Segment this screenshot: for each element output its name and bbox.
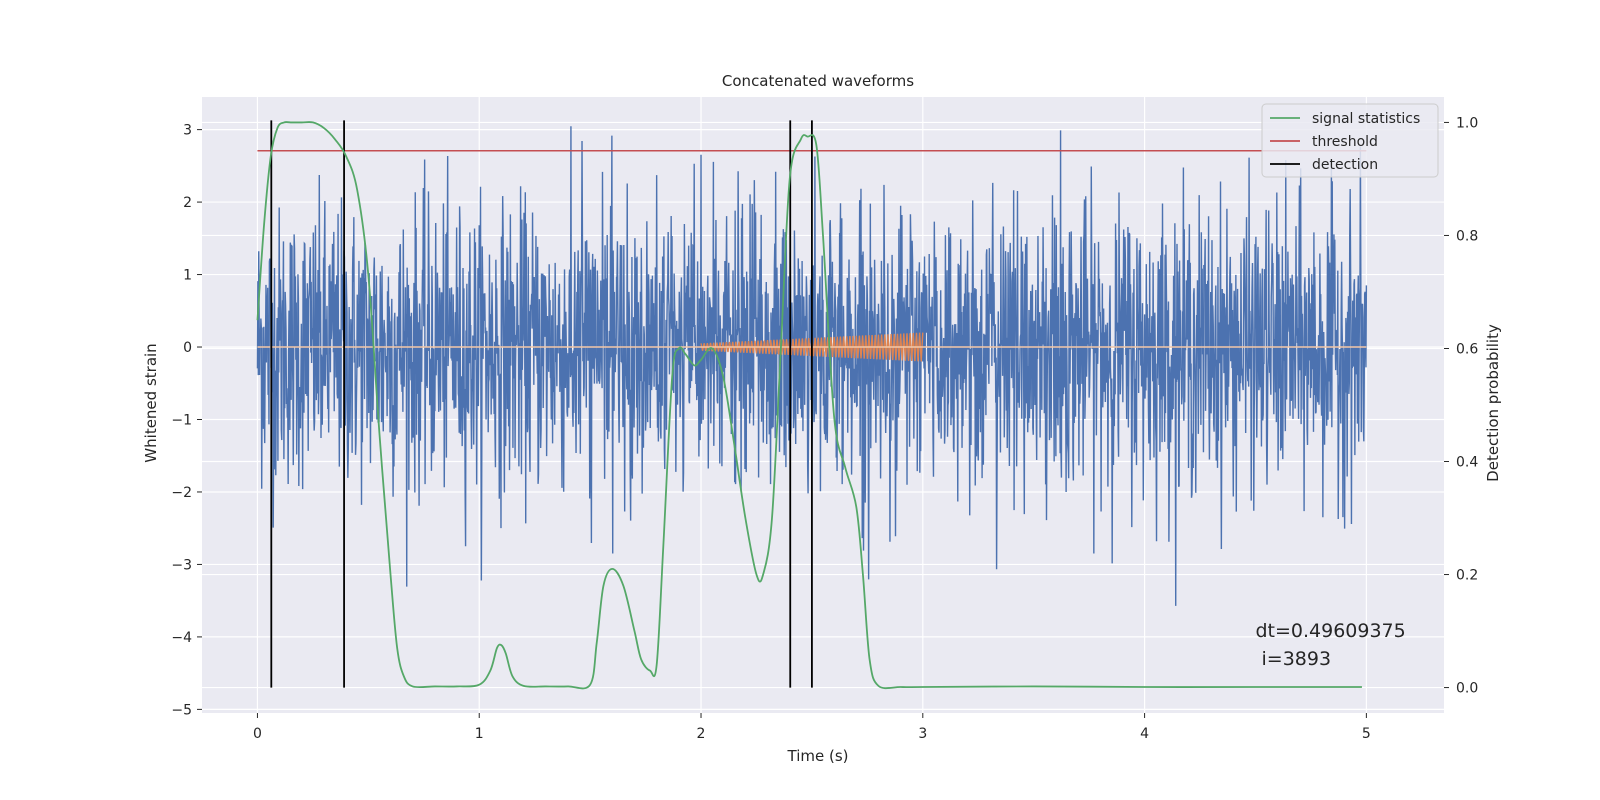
x-tick-label: 5 — [1362, 726, 1371, 742]
x-tick-label: 0 — [253, 726, 262, 742]
y2-tick-label: 0.6 — [1456, 341, 1478, 357]
chart-title: Concatenated waveforms — [722, 72, 914, 90]
legend-label: threshold — [1312, 134, 1378, 150]
annotation-line: dt=0.49609375 — [1255, 620, 1405, 642]
x-tick-label: 4 — [1140, 726, 1149, 742]
signal-statistics-series — [256, 121, 1362, 690]
y2-tick-label: 1.0 — [1456, 115, 1478, 131]
y-tick-label: 3 — [183, 123, 192, 139]
annotation-text: dt=0.49609375 i=3893 — [1255, 620, 1405, 670]
y2-tick-label: 0.8 — [1456, 228, 1478, 244]
y2-axis-label: Detection probability — [1484, 324, 1502, 482]
annotation-line: i=3893 — [1255, 648, 1331, 670]
signal-statistics-trace — [256, 121, 1362, 690]
axis-ticks: 0 1 2 3 4 5 −5 −4 −3 −2 −1 0 1 2 3 0.0 0.2 0.4 0.6 0.8 1.0 — [171, 115, 1478, 742]
x-axis-label: Time (s) — [787, 747, 849, 765]
x-tick-label: 3 — [918, 726, 927, 742]
y2-tick-label: 0.0 — [1456, 681, 1478, 697]
y-tick-label: −1 — [171, 412, 192, 428]
legend: signal statistics threshold detection — [1261, 103, 1439, 178]
detection-lines — [270, 120, 813, 688]
legend-label: detection — [1312, 157, 1378, 173]
y-tick-label: 0 — [183, 340, 192, 356]
y-tick-label: −4 — [171, 630, 192, 646]
y2-tick-label: 0.4 — [1456, 455, 1478, 471]
y-tick-label: −2 — [171, 485, 192, 501]
y-tick-label: 2 — [183, 195, 192, 211]
legend-box — [1261, 103, 1439, 178]
y-tick-label: 1 — [183, 268, 192, 284]
y2-tick-label: 0.2 — [1456, 568, 1478, 584]
y-tick-label: −5 — [171, 702, 192, 718]
x-tick-label: 1 — [475, 726, 484, 742]
x-tick-label: 2 — [697, 726, 706, 742]
y-axis-label: Whitened strain — [142, 343, 160, 462]
y-tick-label: −3 — [171, 557, 192, 573]
legend-label: signal statistics — [1312, 111, 1420, 127]
